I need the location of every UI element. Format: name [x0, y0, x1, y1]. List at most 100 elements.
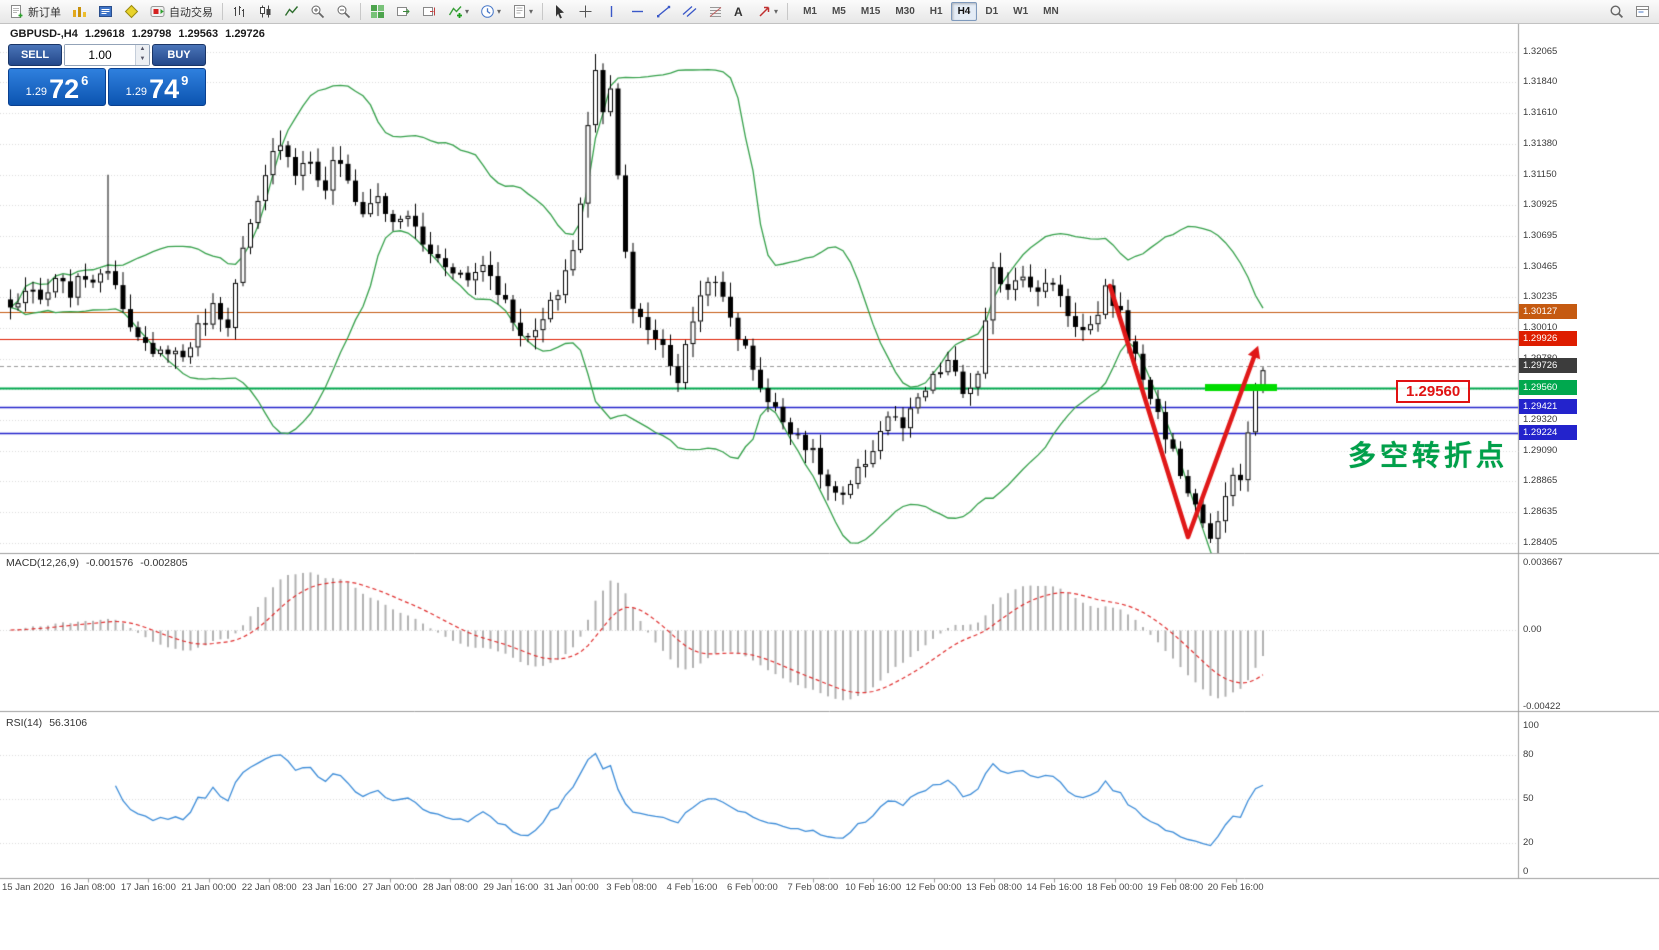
time-axis-label: 31 Jan 00:00: [543, 882, 599, 893]
crosshair-icon: [579, 5, 592, 18]
buy-price-big: 74: [149, 73, 180, 104]
vertical-line-tool-button[interactable]: [599, 1, 624, 22]
timeframe-button-m15[interactable]: M15: [854, 2, 887, 21]
price-marker: 1.29726: [1519, 357, 1577, 373]
arrows-tool-button[interactable]: ▾: [752, 1, 783, 22]
periods-icon: [481, 5, 494, 18]
tile-windows-button[interactable]: [365, 1, 390, 22]
line-chart-button[interactable]: [279, 1, 304, 22]
price-axis-tick: 1.29090: [1523, 445, 1558, 457]
zoom-out-button[interactable]: [331, 1, 356, 22]
timeframe-button-h1[interactable]: H1: [923, 2, 950, 21]
chart-window: GBPUSD-,H4 1.29618 1.29798 1.29563 1.297…: [0, 24, 1659, 897]
fibonacci-tool-button[interactable]: [703, 1, 728, 22]
price-chart-canvas[interactable]: [0, 24, 1659, 897]
price-axis-tick: 1.30235: [1523, 291, 1558, 303]
rsi-scale-label: 50: [1523, 793, 1534, 804]
chart-properties-button[interactable]: [1630, 1, 1655, 22]
timeframe-button-w1[interactable]: W1: [1006, 2, 1035, 21]
bar-chart-button[interactable]: [227, 1, 252, 22]
trendline-tool-button[interactable]: [651, 1, 676, 22]
rsi-scale-label: 20: [1523, 836, 1534, 848]
price-axis-tick: 1.30695: [1523, 229, 1558, 241]
symbol-search-button[interactable]: [1604, 1, 1629, 22]
price-marker: 1.29560: [1519, 380, 1577, 396]
price-axis-tick: 1.31840: [1523, 76, 1558, 88]
tile-windows-icon: [371, 5, 384, 18]
auto-scroll-icon: [397, 7, 410, 16]
price-axis-tick: 1.30010: [1523, 321, 1558, 333]
macd-main-value: -0.001576: [85, 557, 134, 569]
time-axis-label: 3 Feb 08:00: [606, 882, 657, 893]
time-axis-label: 27 Jan 00:00: [362, 882, 418, 893]
price-axis-tick: 1.29320: [1523, 414, 1558, 426]
price-axis-tick: 1.31380: [1523, 137, 1558, 149]
toolbar-separator: [787, 3, 789, 20]
price-axis-tick: 1.28405: [1523, 536, 1558, 548]
lot-size-input[interactable]: [65, 45, 135, 65]
timeframe-button-m5[interactable]: M5: [825, 2, 853, 21]
channel-tool-button[interactable]: [677, 1, 702, 22]
crosshair-tool-button[interactable]: [573, 1, 598, 22]
toolbar-separator: [542, 3, 544, 20]
macd-indicator-label: MACD(12,26,9) -0.001576 -0.002805: [6, 557, 188, 569]
toolbar-separator: [360, 3, 361, 20]
templates-button[interactable]: ▾: [507, 1, 538, 22]
time-axis-label: 12 Feb 00:00: [905, 882, 962, 893]
turning-point-label: 多空转折点: [1348, 440, 1509, 471]
timeframe-button-mn[interactable]: MN: [1036, 2, 1066, 21]
auto-scroll-button[interactable]: [391, 1, 416, 22]
price-axis-tick: 1.30465: [1523, 260, 1558, 272]
time-axis-label: 4 Feb 16:00: [666, 882, 718, 893]
buy-price-display[interactable]: 1.29 74 9: [108, 68, 206, 106]
time-axis-label: 13 Feb 08:00: [966, 882, 1022, 893]
toolbar-separator: [222, 3, 223, 20]
lot-size-field[interactable]: ▲ ▼: [64, 44, 150, 66]
price-axis-tick: 1.28635: [1523, 506, 1558, 518]
text-tool-icon: A: [734, 4, 743, 19]
time-axis-label: 29 Jan 16:00: [483, 882, 539, 893]
zoom-in-button[interactable]: [305, 1, 330, 22]
sell-price-display[interactable]: 1.29 72 6: [8, 68, 106, 106]
bar-chart-icon: [234, 6, 244, 17]
macd-scale-label: 0.003667: [1523, 557, 1563, 568]
charts-button[interactable]: [67, 1, 92, 22]
symbol-timeframe-label: GBPUSD-,H4: [10, 28, 78, 40]
rsi-scale-label: 80: [1523, 749, 1534, 761]
timeframe-button-h4[interactable]: H4: [950, 2, 978, 21]
metaeditor-button[interactable]: [119, 1, 144, 22]
cursor-tool-button[interactable]: [547, 1, 572, 22]
templates-icon: [514, 5, 526, 18]
line-chart-icon: [284, 6, 299, 16]
periods-button[interactable]: ▾: [475, 1, 506, 22]
time-axis-label: 10 Feb 16:00: [845, 882, 902, 893]
spinner-down-icon[interactable]: ▼: [139, 56, 146, 62]
indicators-button[interactable]: ▾: [443, 1, 474, 22]
time-axis-label: 20 Feb 16:00: [1207, 882, 1264, 893]
market-watch-button[interactable]: [93, 1, 118, 22]
symbol-ohlc-readout: GBPUSD-,H4 1.29618 1.29798 1.29563 1.297…: [10, 28, 265, 40]
time-axis-label: 28 Jan 08:00: [422, 882, 478, 893]
timeframe-button-m30[interactable]: M30: [888, 2, 921, 21]
text-tool-button[interactable]: A: [729, 1, 751, 22]
candlestick-chart-icon: [260, 5, 271, 18]
price-axis-tick: 1.32065: [1523, 46, 1558, 57]
time-axis-label: 16 Jan 08:00: [60, 882, 116, 893]
horizontal-line-tool-button[interactable]: [625, 1, 650, 22]
spinner-up-icon[interactable]: ▲: [139, 46, 146, 52]
lot-spinner[interactable]: ▲ ▼: [135, 45, 149, 65]
sell-button[interactable]: SELL: [8, 44, 62, 66]
rsi-value: 56.3106: [49, 717, 88, 729]
autotrading-button[interactable]: 自动交易: [145, 1, 218, 22]
timeframe-button-m1[interactable]: M1: [796, 2, 824, 21]
candlestick-chart-button[interactable]: [253, 1, 278, 22]
horizontal-line-icon: [632, 10, 644, 13]
price-axis-tick: 1.31150: [1523, 168, 1557, 180]
buy-button[interactable]: BUY: [152, 44, 206, 66]
timeframe-button-d1[interactable]: D1: [978, 2, 1005, 21]
top-toolbar: 新订单 自动交易 ▾ ▾: [0, 0, 1659, 24]
rsi-scale-label: 0: [1523, 866, 1529, 877]
chart-shift-button[interactable]: [417, 1, 442, 22]
new-order-button[interactable]: 新订单: [4, 1, 66, 22]
dropdown-caret-icon: ▾: [465, 7, 470, 16]
